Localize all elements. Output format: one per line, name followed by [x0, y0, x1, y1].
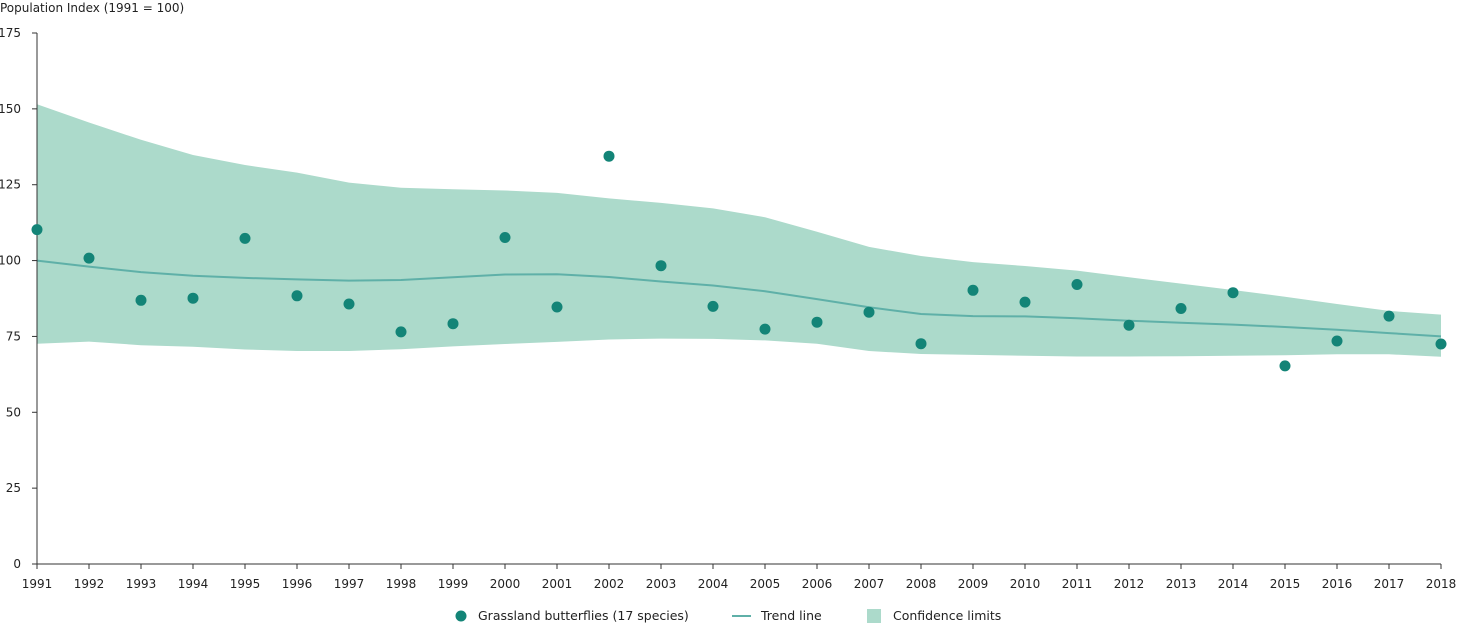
data-point — [915, 338, 927, 350]
trend-line-layer — [36, 259, 1442, 338]
data-point — [707, 300, 719, 312]
confidence-band-layer — [37, 104, 1441, 357]
trend-line — [36, 259, 1442, 338]
data-point — [759, 323, 771, 335]
y-tick-label: 175 — [0, 26, 21, 40]
x-tick-label: 2018 — [1426, 577, 1457, 591]
data-point — [135, 294, 147, 306]
y-tick-label: 75 — [6, 329, 21, 343]
data-point — [447, 318, 459, 330]
x-tick-label: 1996 — [282, 577, 313, 591]
data-point — [83, 252, 95, 264]
data-point — [655, 260, 667, 272]
x-tick-label: 2008 — [906, 577, 937, 591]
x-tick-label: 2012 — [1114, 577, 1145, 591]
data-point — [239, 232, 251, 244]
data-point — [1175, 303, 1187, 314]
x-tick-label: 1994 — [178, 577, 209, 591]
x-tick-label: 2000 — [490, 577, 521, 591]
x-tick-label: 2010 — [1010, 577, 1041, 591]
data-point — [1071, 279, 1083, 290]
data-point — [1123, 319, 1135, 331]
legend: Grassland butterflies (17 species) Trend… — [455, 608, 1001, 623]
data-point — [551, 301, 563, 313]
scatter-points-layer — [31, 150, 1447, 372]
data-point — [811, 316, 823, 328]
x-tick-label: 2015 — [1270, 577, 1301, 591]
x-tick-label: 2003 — [646, 577, 677, 591]
x-tick-label: 1999 — [438, 577, 469, 591]
data-point — [967, 284, 979, 296]
x-tick-label: 1991 — [22, 577, 53, 591]
legend-label-butterflies: Grassland butterflies (17 species) — [478, 608, 689, 623]
data-point — [343, 298, 355, 310]
data-point — [1019, 296, 1031, 308]
x-tick-label: 2009 — [958, 577, 989, 591]
data-point — [1279, 360, 1291, 372]
y-tick-label: 0 — [13, 557, 21, 571]
x-tick-label: 2006 — [802, 577, 833, 591]
y-tick-label: 25 — [6, 481, 21, 495]
x-tick-label: 2007 — [854, 577, 885, 591]
x-tick-label: 2001 — [542, 577, 573, 591]
data-point — [395, 326, 407, 338]
x-tick-label: 2011 — [1062, 577, 1093, 591]
data-point — [187, 292, 199, 304]
legend-label-trend-line: Trend line — [760, 608, 822, 623]
legend-label-confidence-limits: Confidence limits — [893, 608, 1001, 623]
data-point — [603, 150, 615, 162]
legend-marker-confidence-limits — [867, 609, 881, 623]
x-tick-label: 2005 — [750, 577, 781, 591]
confidence-band — [37, 104, 1441, 357]
x-tick-label: 1995 — [230, 577, 261, 591]
y-tick-label: 50 — [6, 405, 21, 419]
data-point — [863, 306, 875, 318]
x-tick-label: 2017 — [1374, 577, 1405, 591]
data-point — [1435, 338, 1447, 350]
axes: 0 25 50 75 100 125 150 175 1991 1992 1993 1994 1995 1… — [0, 26, 1456, 591]
y-tick-label: 125 — [0, 178, 21, 192]
x-tick-label: 2016 — [1322, 577, 1353, 591]
y-tick-label: 150 — [0, 102, 21, 116]
data-point — [1227, 287, 1239, 299]
y-axis-title: Population Index (1991 = 100) — [0, 1, 184, 15]
x-tick-label: 2004 — [698, 577, 729, 591]
x-tick-label: 1993 — [126, 577, 157, 591]
x-tick-label: 1997 — [334, 577, 365, 591]
data-point — [291, 290, 303, 302]
data-point — [1331, 335, 1343, 347]
x-tick-label: 1992 — [74, 577, 105, 591]
data-point — [1383, 310, 1395, 322]
x-tick-label: 2002 — [594, 577, 625, 591]
data-point — [499, 232, 511, 243]
data-point — [31, 224, 43, 236]
x-tick-label: 2014 — [1218, 577, 1249, 591]
x-tick-label: 1998 — [386, 577, 417, 591]
y-tick-label: 100 — [0, 254, 21, 268]
legend-marker-butterflies — [455, 610, 467, 622]
x-tick-label: 2013 — [1166, 577, 1197, 591]
